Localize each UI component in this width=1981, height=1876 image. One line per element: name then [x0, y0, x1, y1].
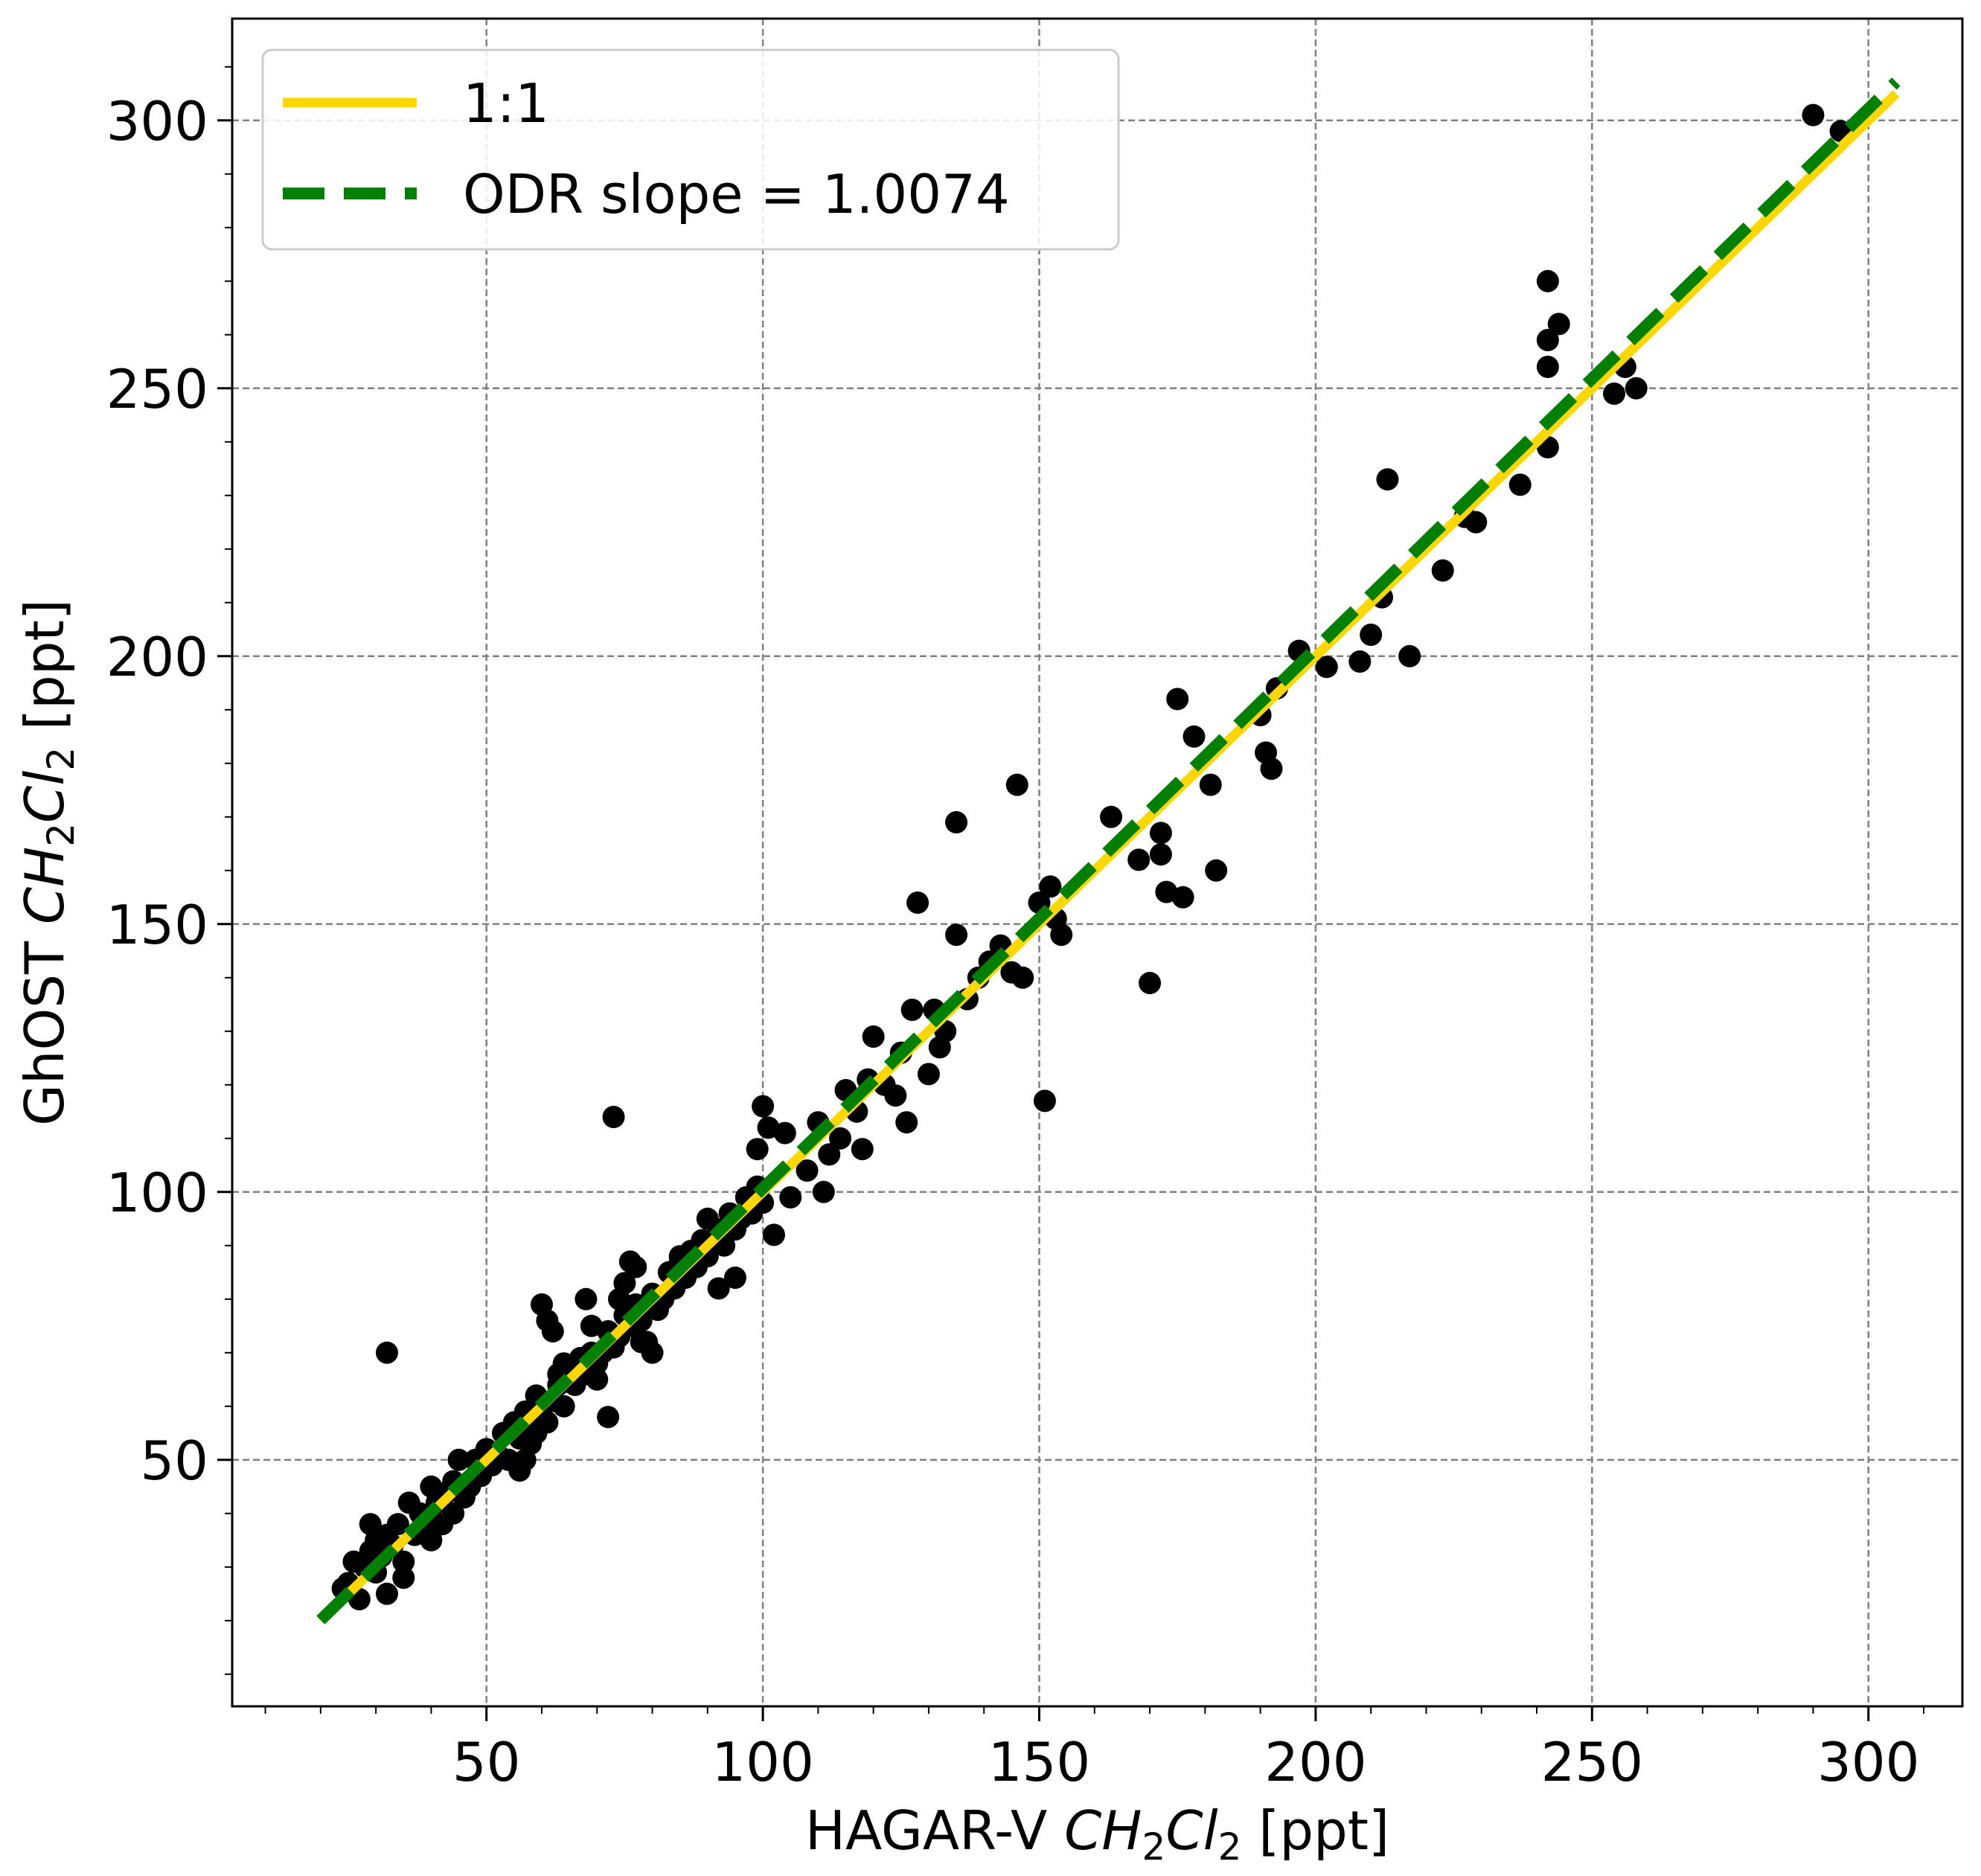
- y-tick-label: 300: [106, 90, 208, 153]
- data-point: [762, 1223, 785, 1246]
- data-point: [552, 1395, 575, 1418]
- y-tick-label: 200: [106, 626, 208, 688]
- data-point: [392, 1566, 415, 1590]
- plot-area: [316, 77, 1901, 1624]
- data-point: [707, 1277, 730, 1300]
- data-point: [851, 1138, 874, 1161]
- data-point: [1100, 805, 1123, 828]
- y-tick-label: 250: [106, 358, 208, 420]
- data-point: [773, 1121, 796, 1145]
- x-tick-label: 300: [1817, 1731, 1919, 1793]
- data-point: [1802, 103, 1825, 127]
- legend-entry-label: 1:1: [463, 72, 549, 135]
- data-point: [447, 1448, 470, 1471]
- grid: [232, 19, 1962, 1706]
- data-point: [945, 811, 968, 833]
- data-point: [752, 1095, 775, 1118]
- data-point: [525, 1421, 548, 1444]
- y-tick-label: 50: [140, 1430, 208, 1492]
- y-tick-label: 100: [106, 1162, 208, 1224]
- data-point: [1625, 377, 1648, 400]
- data-point: [1315, 656, 1338, 679]
- y-axis-label: GhOST CH2Cl2 [ppt]: [13, 599, 83, 1126]
- data-point: [602, 1106, 625, 1128]
- legend-entry-label: ODR slope = 1.0074: [463, 163, 1010, 225]
- data-point: [1547, 313, 1570, 336]
- legend: 1:1 ODR slope = 1.0074: [261, 48, 1120, 251]
- odr-fit-line: [316, 77, 1901, 1624]
- data-point: [1360, 624, 1383, 646]
- axis-labels: HAGAR-V CH2Cl2 [ppt] GhOST CH2Cl2 [ppt]: [13, 599, 1389, 1869]
- data-point: [1149, 822, 1172, 845]
- data-point: [1033, 1089, 1056, 1113]
- data-point: [541, 1320, 564, 1342]
- data-point: [1431, 559, 1454, 582]
- x-tick-label: 100: [711, 1731, 813, 1793]
- x-axis-label: HAGAR-V CH2Cl2 [ppt]: [805, 1799, 1389, 1869]
- data-point: [829, 1127, 852, 1150]
- data-point: [900, 999, 924, 1021]
- data-point: [1149, 843, 1172, 866]
- data-point: [1011, 966, 1034, 989]
- data-point: [420, 1528, 443, 1552]
- data-point: [906, 891, 929, 914]
- data-point: [746, 1138, 769, 1161]
- data-point: [1127, 848, 1150, 871]
- data-point: [1536, 269, 1559, 292]
- plot-frame: [231, 17, 1964, 1708]
- data-point: [1465, 510, 1488, 534]
- data-point: [597, 1406, 620, 1429]
- data-point: [1050, 923, 1073, 947]
- data-point: [779, 1186, 802, 1208]
- data-point: [1039, 875, 1062, 898]
- one-to-one-line: [317, 90, 1900, 1624]
- data-point: [1398, 644, 1421, 668]
- data-point: [1603, 382, 1626, 405]
- data-point: [862, 1025, 885, 1048]
- legend-box: [261, 48, 1120, 251]
- data-point: [386, 1513, 409, 1536]
- data-point: [580, 1314, 603, 1337]
- data-point: [552, 1352, 575, 1375]
- data-point: [895, 1111, 918, 1134]
- data-point: [375, 1582, 398, 1605]
- data-point: [1536, 329, 1559, 351]
- y-tick-label: 150: [106, 894, 208, 956]
- data-point: [1260, 758, 1283, 780]
- data-point: [1376, 468, 1399, 491]
- data-point: [586, 1368, 609, 1391]
- data-point: [624, 1255, 647, 1278]
- data-point: [1005, 773, 1028, 796]
- x-tick-label: 150: [988, 1731, 1090, 1793]
- data-point: [575, 1287, 598, 1310]
- data-point: [613, 1272, 636, 1295]
- data-point: [1139, 972, 1162, 994]
- data-point: [1166, 688, 1189, 711]
- data-point: [1182, 725, 1206, 748]
- data-point: [442, 1502, 465, 1525]
- data-point: [696, 1207, 719, 1230]
- data-point: [375, 1341, 398, 1364]
- data-point: [945, 923, 968, 947]
- data-point: [641, 1341, 664, 1364]
- data-point: [1171, 886, 1194, 909]
- x-tick-label: 50: [452, 1731, 521, 1793]
- x-tick-label: 250: [1541, 1731, 1643, 1793]
- data-point: [1205, 859, 1228, 882]
- data-point: [884, 1084, 907, 1107]
- data-point: [796, 1159, 819, 1182]
- data-point: [1348, 650, 1372, 673]
- data-point: [1536, 356, 1559, 378]
- data-point: [818, 1143, 841, 1166]
- x-tick-label: 200: [1264, 1731, 1366, 1793]
- axis-ticks: 50 100 150 200 250 300 50 100 150 200 250 300: [106, 65, 1925, 1793]
- data-point: [1508, 473, 1532, 496]
- data-point: [1199, 773, 1222, 796]
- data-point: [812, 1180, 835, 1203]
- data-point: [723, 1267, 746, 1289]
- data-point: [392, 1550, 415, 1573]
- data-point: [917, 1063, 940, 1086]
